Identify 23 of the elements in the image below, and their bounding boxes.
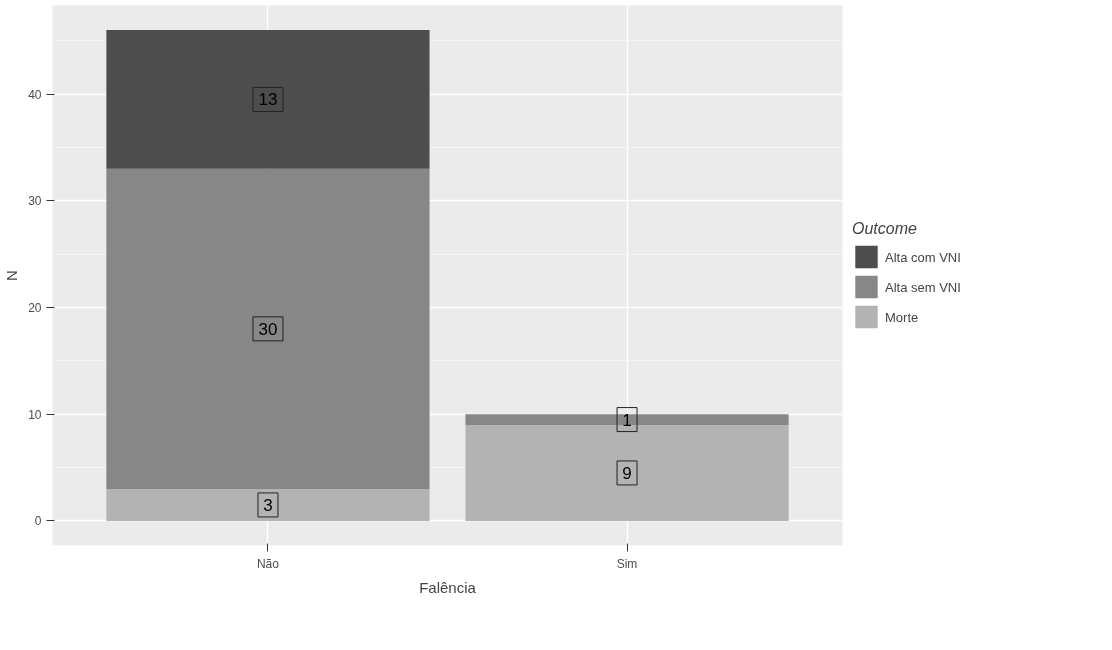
text: 13: [258, 90, 278, 110]
legend-label: Alta com VNI: [885, 249, 961, 264]
y-tick-label: 40: [28, 87, 42, 102]
x-tick-label: Não: [256, 556, 280, 571]
y-tick-label: 20: [28, 301, 42, 316]
text: 3: [263, 495, 273, 515]
legend-label: Alta sem VNI: [885, 279, 961, 294]
x-axis-title: Falência: [419, 578, 477, 596]
bar: [465, 424, 789, 521]
bar: [106, 488, 430, 521]
text: 1: [622, 410, 632, 430]
bar: [465, 414, 789, 425]
bar: [106, 30, 430, 169]
y-tick-label: 10: [28, 407, 42, 422]
legend-title: Outcome: [852, 219, 918, 238]
text: 9: [622, 463, 632, 483]
x-tick-label: Sim: [616, 556, 638, 571]
legend-label: Morte: [885, 309, 919, 324]
y-tick-label: 0: [34, 514, 42, 529]
bar: [106, 168, 430, 489]
y-axis-title: N: [3, 270, 21, 281]
text: 30: [258, 319, 278, 339]
y-tick-label: 30: [28, 194, 42, 209]
